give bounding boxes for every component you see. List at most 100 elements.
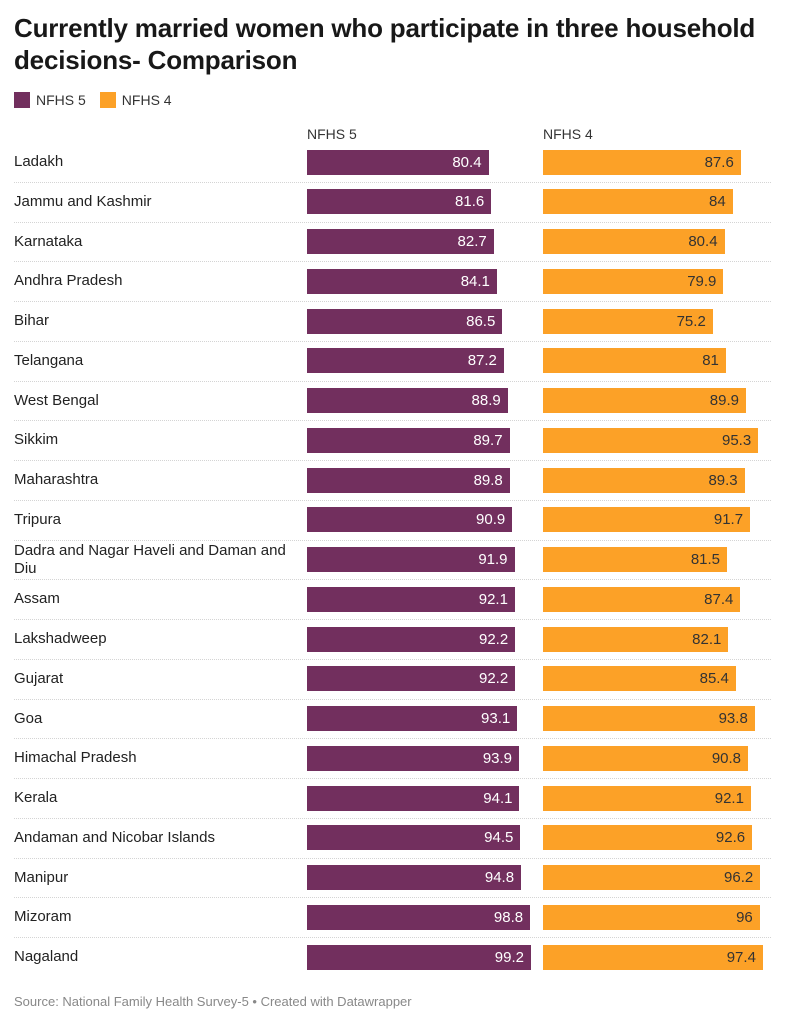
row-divider <box>14 857 771 859</box>
bar-nfhs5 <box>307 427 510 453</box>
source-note: Source: National Family Health Survey-5 … <box>14 994 412 1009</box>
bar-value-nfhs5: 93.9 <box>482 749 513 767</box>
bar-value-nfhs4: 75.2 <box>676 312 706 330</box>
row-divider <box>14 380 771 382</box>
bar-nfhs5 <box>307 149 489 175</box>
row-label: Kerala <box>14 789 58 806</box>
row-divider <box>14 539 771 541</box>
row-label: Ladakh <box>14 153 64 170</box>
row-divider <box>14 261 771 263</box>
bar-value-nfhs4: 79.9 <box>687 272 717 290</box>
bar-nfhs5 <box>307 467 510 493</box>
bar-value-nfhs4: 87.6 <box>704 153 734 171</box>
bar-value-nfhs4: 80.4 <box>688 233 718 250</box>
bar-value-nfhs4: 87.4 <box>704 590 734 608</box>
bar-value-nfhs4: 95.3 <box>721 431 752 449</box>
bar-nfhs4 <box>543 348 726 374</box>
bar-value-nfhs4: 92.6 <box>715 829 746 847</box>
bar-nfhs5 <box>307 507 513 533</box>
bar-value-nfhs4: 90.8 <box>711 749 742 767</box>
bar-value-nfhs5: 92.2 <box>478 630 509 648</box>
bar-value-nfhs4: 93.8 <box>718 710 748 727</box>
bar-value-nfhs5: 92.1 <box>478 590 508 608</box>
row-divider <box>14 579 771 581</box>
bar-nfhs4 <box>543 388 746 413</box>
row-label: Bihar <box>14 312 50 329</box>
bar-value-nfhs5: 98.8 <box>493 908 524 926</box>
bar-value-nfhs4: 96.2 <box>724 869 754 886</box>
row-label: Assam <box>14 590 60 608</box>
bar-nfhs4 <box>543 785 751 811</box>
row-label: Jammu and Kashmir <box>14 192 152 210</box>
row-label: West Bengal <box>14 391 99 409</box>
bar-value-nfhs5: 90.9 <box>476 511 506 529</box>
row-divider <box>14 181 771 183</box>
bar-nfhs4 <box>543 904 760 930</box>
bar-nfhs5 <box>307 268 497 294</box>
bar-nfhs4 <box>543 865 761 890</box>
bar-nfhs5 <box>307 348 504 374</box>
bar-nfhs5 <box>307 904 531 930</box>
row-label: Andaman and Nicobar Islands <box>14 828 215 846</box>
bar-value-nfhs5: 93.1 <box>481 710 511 727</box>
bar-value-nfhs4: 97.4 <box>726 948 756 966</box>
bar-value-nfhs4: 92.1 <box>714 789 744 807</box>
row-label: Gujarat <box>14 669 64 687</box>
bar-nfhs4 <box>543 745 749 771</box>
bar-nfhs4 <box>543 427 759 453</box>
bar-nfhs5 <box>307 388 508 413</box>
bar-value-nfhs4: 85.4 <box>699 670 729 688</box>
bar-nfhs5 <box>307 547 515 572</box>
row-label: Maharashtra <box>14 471 99 488</box>
bar-value-nfhs4: 82.1 <box>692 630 722 648</box>
bar-nfhs4 <box>543 825 753 851</box>
row-divider <box>14 937 771 939</box>
row-divider <box>14 619 771 621</box>
row-divider <box>14 897 771 899</box>
bar-nfhs4 <box>543 268 724 294</box>
bar-value-nfhs5: 84.1 <box>460 272 490 290</box>
bar-nfhs4 <box>543 189 733 215</box>
row-divider <box>14 340 771 342</box>
row-label: Lakshadweep <box>14 630 107 647</box>
bar-value-nfhs4: 89.9 <box>709 392 739 409</box>
bar-value-nfhs5: 82.7 <box>457 233 487 250</box>
bar-nfhs4 <box>543 626 729 652</box>
bar-value-nfhs5: 94.8 <box>484 869 515 886</box>
row-divider <box>14 460 771 462</box>
bar-nfhs5 <box>307 706 518 731</box>
row-divider <box>14 698 771 700</box>
row-label: Goa <box>14 709 43 727</box>
bar-value-nfhs5: 87.2 <box>467 352 497 370</box>
bar-value-nfhs5: 94.1 <box>483 789 513 807</box>
bar-nfhs5 <box>307 944 531 970</box>
row-divider <box>14 658 771 660</box>
bar-value-nfhs4: 84 <box>708 193 726 211</box>
bar-nfhs4 <box>543 308 713 334</box>
row-divider <box>14 420 771 422</box>
bar-value-nfhs5: 81.6 <box>455 193 485 211</box>
bar-nfhs5 <box>307 785 520 811</box>
row-label: Karnataka <box>14 232 83 250</box>
bar-value-nfhs4: 81.5 <box>690 551 721 568</box>
legend-item-nfhs4: NFHS 4 <box>99 92 172 108</box>
chart-title: Currently married women who participate … <box>14 13 756 75</box>
bar-nfhs4 <box>543 666 736 692</box>
bar-nfhs4 <box>543 547 728 572</box>
row-label: Himachal Pradesh <box>14 749 137 767</box>
row-label: Mizoram <box>14 908 72 926</box>
bar-nfhs5 <box>307 745 520 771</box>
column-header-nfhs4: NFHS 4 <box>543 126 593 142</box>
bar-nfhs5 <box>307 586 515 612</box>
row-label: Manipur <box>14 868 69 886</box>
bar-nfhs4 <box>543 467 745 493</box>
legend-item-nfhs5: NFHS 5 <box>14 92 86 108</box>
bar-value-nfhs5: 88.9 <box>471 392 501 409</box>
row-label: Andhra Pradesh <box>14 272 123 290</box>
bar-value-nfhs4: 81 <box>702 352 719 370</box>
column-header-nfhs5: NFHS 5 <box>307 126 357 142</box>
bar-value-nfhs5: 80.4 <box>452 153 482 171</box>
bar-nfhs5 <box>307 825 521 851</box>
bar-nfhs4 <box>543 944 763 970</box>
